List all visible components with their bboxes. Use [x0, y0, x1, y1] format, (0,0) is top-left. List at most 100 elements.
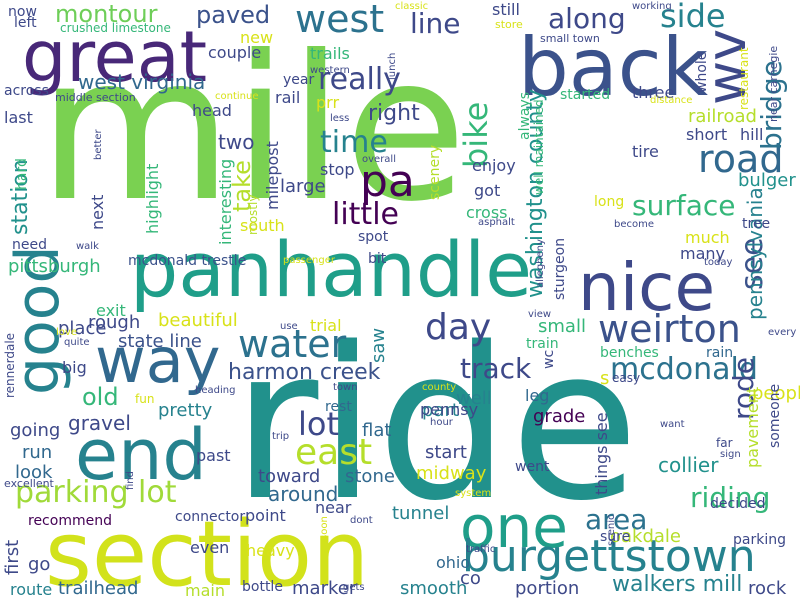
word-area: area [585, 503, 648, 536]
word-oakdale: oakdale [610, 526, 681, 547]
word-next: next [88, 194, 107, 230]
word-grade: grade [533, 406, 586, 427]
word-large: large [280, 176, 326, 197]
word-small: small [538, 316, 586, 337]
word-rain: rain [706, 345, 734, 361]
word-distance: distance [650, 95, 693, 106]
word-one: one [460, 493, 568, 561]
word-bottle: bottle [242, 579, 283, 595]
word-road: road [698, 137, 784, 181]
word-pretty: pretty [158, 400, 213, 421]
word-east: east [295, 432, 373, 473]
word-trial: trial [310, 316, 342, 335]
word-near: near [315, 498, 352, 517]
word-back: back [518, 21, 709, 114]
word-panhandle: panhandle [130, 225, 533, 314]
word-excellent: excellent [4, 477, 54, 490]
word-hard: hard [14, 158, 30, 190]
word-new: new [240, 28, 274, 47]
word-line: line [410, 7, 461, 40]
word-run: run [22, 442, 53, 463]
word-well: well [456, 388, 492, 409]
word-rest: rest [325, 399, 352, 415]
word-asphalt: asphalt [478, 217, 515, 228]
word-collier: collier [658, 453, 719, 477]
word-crushed-limestone: crushed limestone [60, 21, 171, 35]
word-south: south [240, 216, 285, 235]
word-big: big [62, 358, 87, 377]
word-view: view [528, 309, 552, 320]
word-sturgeon: sturgeon [552, 237, 568, 300]
word-exit: exit [96, 301, 126, 320]
word-now: now [8, 4, 37, 20]
word-county: county [422, 382, 457, 393]
word-someone: someone [767, 383, 783, 448]
word-go: go [28, 554, 51, 575]
word-left: left [14, 15, 37, 31]
word-cross: cross [466, 203, 508, 222]
word-right: right [368, 101, 420, 126]
word-rennerdale: rennerdale [3, 332, 17, 398]
word-pittsburgh: pittsburgh [8, 256, 101, 277]
word-smooth: smooth [400, 578, 468, 599]
word-near-carnegie: near carnegie [767, 45, 780, 122]
word-gravel: gravel [68, 411, 131, 435]
word-small-town: small town [540, 32, 600, 45]
word-couple: couple [208, 43, 262, 62]
word-pa: pa [360, 156, 415, 207]
word-track: track [460, 352, 532, 385]
word-marker: marker [292, 578, 357, 599]
word-passenger: passenger [283, 255, 335, 266]
word-weirton: weirton [598, 307, 741, 351]
word-prr: prr [316, 93, 340, 112]
word-scenery: scenery [427, 144, 443, 200]
word-side: side [660, 0, 726, 35]
word-benches: benches [600, 345, 659, 361]
word-mcdonald-trestle: mcdonald trestle [128, 253, 247, 269]
word-soon: soon [319, 516, 330, 540]
word-part: part [422, 400, 459, 421]
word-stone: stone [345, 466, 395, 487]
word-lot: lot [298, 405, 340, 443]
word-time: time [320, 125, 388, 160]
word-heading: heading [195, 385, 236, 396]
word-along: along [548, 2, 626, 35]
word-place: place [58, 318, 107, 339]
word-town: town [333, 382, 358, 393]
word-trip: trip [272, 431, 290, 442]
word-dont: dont [350, 515, 373, 526]
word-love: love [56, 327, 77, 338]
word-ride: ride [232, 302, 640, 547]
word-classic: classic [395, 1, 429, 12]
word-started: started [560, 87, 611, 103]
word-long: long [594, 194, 625, 210]
word-got: got [474, 181, 501, 200]
word-allegheny: allegheny [535, 239, 546, 288]
word-tree: tree [742, 216, 771, 232]
word-recommend: recommend [28, 513, 112, 529]
word-mcdonald: mcdonald [610, 352, 758, 387]
word-first: first [2, 539, 23, 575]
word-last: last [4, 108, 33, 127]
word-main: main [185, 581, 225, 600]
word-water: water [238, 322, 347, 366]
word-well-maintained: well maintained [532, 99, 546, 195]
word-use: use [280, 321, 298, 332]
word-western: western [310, 65, 350, 76]
word-train: train [526, 336, 559, 352]
word-went: went [515, 459, 550, 475]
word-always: always [517, 91, 533, 140]
word-rough: rough [88, 312, 141, 333]
word-interesting: interesting [216, 158, 235, 245]
word-spot: spot [358, 229, 389, 245]
word-enjoy: enjoy [472, 156, 516, 175]
word-hill: hill [740, 125, 764, 144]
word-become: become [614, 219, 655, 230]
word-easy: easy [612, 371, 641, 385]
word-tunnel: tunnel [392, 503, 450, 524]
word-scenic: scenic [606, 514, 617, 546]
word-bulger: bulger [738, 170, 796, 191]
word-overall: overall [362, 154, 396, 165]
word-way: way [95, 324, 221, 397]
word-sign: sign [720, 449, 741, 460]
